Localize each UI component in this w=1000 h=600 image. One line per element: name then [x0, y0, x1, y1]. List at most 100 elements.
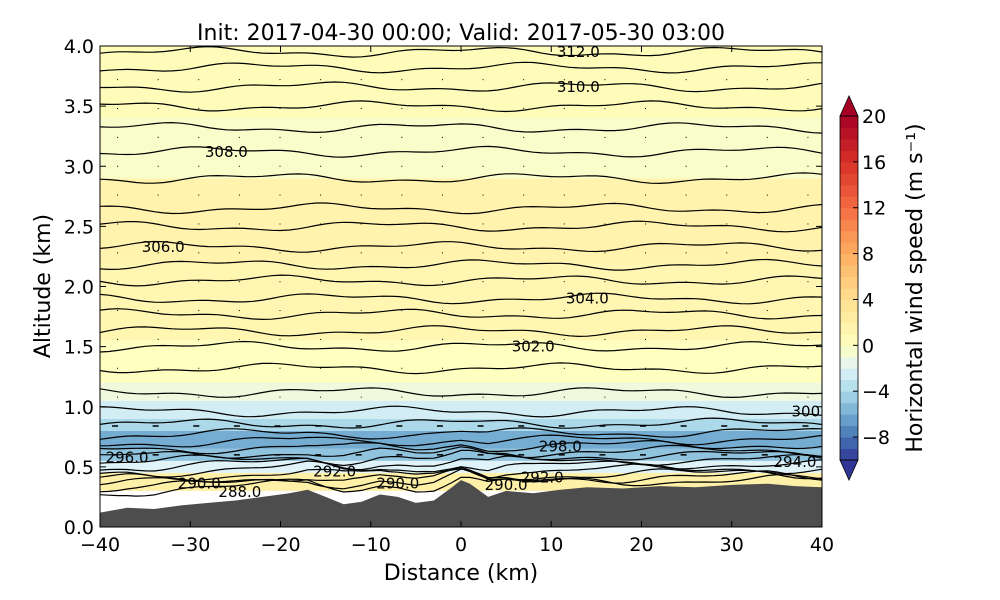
theta-contour-29	[100, 61, 822, 74]
colorbar-segment	[840, 425, 858, 438]
colorbar-segment	[840, 265, 858, 278]
colorbar: 20 16 12 8 4 0 −4 −8	[839, 95, 890, 481]
colorbar-segment	[840, 288, 858, 300]
colorbar-segment	[840, 196, 858, 209]
contour-label-8: 298.0	[539, 437, 582, 455]
theta-contour-23	[100, 202, 822, 215]
colorbar-segment	[840, 356, 858, 369]
contour-label-extra-3: 292.0	[521, 469, 564, 487]
theta-contour-16	[100, 325, 822, 338]
y-tick-label: 1.5	[64, 337, 94, 359]
y-tick-label: 4.0	[64, 36, 94, 58]
colorbar-segment	[840, 116, 858, 128]
contour-label-extra-0: 288.0	[218, 483, 261, 501]
theta-contour-17	[100, 308, 822, 321]
colorbar-tick-label: 4	[862, 289, 874, 311]
colorbar-segment	[840, 299, 858, 312]
y-tick-label: 2.0	[64, 277, 94, 299]
contour-label-extra-1: 290.0	[376, 475, 419, 493]
wind-band-9	[100, 178, 822, 263]
x-tick-label: −20	[260, 534, 300, 556]
x-tick-label: 0	[455, 534, 467, 556]
y-tick-label: 3.5	[64, 96, 94, 118]
y-tick-label: 1.0	[64, 397, 94, 419]
terrain-profile	[100, 480, 822, 527]
colorbar-segment	[840, 207, 858, 220]
contour-label-12: 300.0	[791, 403, 834, 421]
x-tick-label: 40	[810, 534, 834, 556]
theta-contour-22	[100, 220, 822, 233]
colorbar-tick-label: −8	[862, 427, 890, 449]
theta-contours	[100, 46, 822, 497]
theta-contour-0	[100, 473, 822, 497]
theta-contour-18	[100, 292, 822, 305]
colorbar-segment	[840, 345, 858, 358]
colorbar-segment	[840, 184, 858, 197]
y-tick-label: 0.5	[64, 457, 94, 479]
terrain	[100, 480, 822, 527]
colorbar-tick-label: 8	[862, 244, 874, 266]
theta-contour-26	[100, 121, 822, 134]
colorbar-segment	[840, 127, 858, 140]
contour-labels: 290.0292.0294.0296.0298.0300.0302.0304.0…	[106, 46, 834, 501]
theta-contour-28	[100, 81, 822, 93]
plot-area: 290.0292.0294.0296.0298.0300.0302.0304.0…	[100, 46, 834, 527]
contour-label-0: 290.0	[178, 475, 221, 493]
colorbar-segment	[840, 230, 858, 243]
theta-contour-24	[100, 172, 822, 185]
colorbar-extend-bottom	[839, 459, 859, 481]
x-tick-label: −30	[170, 534, 210, 556]
colorbar-segment	[840, 173, 858, 186]
colorbar-segment	[840, 150, 858, 163]
theta-contour-2	[100, 466, 822, 486]
contour-label-5: 294.0	[773, 453, 816, 471]
theta-contour-11	[100, 417, 822, 429]
theta-contour-15	[100, 340, 822, 353]
colorbar-segment	[840, 310, 858, 323]
theta-contour-8	[100, 439, 822, 455]
theta-contour-4	[100, 459, 822, 478]
y-axis-label: Altitude (km)	[31, 214, 56, 358]
wind-band-7	[100, 340, 822, 383]
theta-contour-5	[100, 454, 822, 472]
colorbar-segment	[840, 219, 858, 232]
x-tick-label: −40	[80, 534, 120, 556]
y-tick-label: 2.5	[64, 216, 94, 238]
colorbar-segment	[840, 322, 858, 335]
colorbar-tick-label: −4	[862, 381, 890, 403]
theta-contour-3	[100, 463, 822, 481]
x-tick-label: 20	[629, 534, 653, 556]
colorbar-segment	[840, 138, 858, 151]
y-tick-label: 0.0	[64, 517, 94, 539]
colorbar-segment	[840, 253, 858, 266]
theta-contour-13	[100, 387, 822, 399]
colorbar-tick-label: 12	[862, 198, 886, 220]
theta-contour-9	[100, 434, 822, 448]
colorbar-tick-label: 20	[862, 106, 886, 128]
chart-title: Init: 2017-04-30 00:00; Valid: 2017-05-3…	[197, 21, 725, 46]
colorbar-segment	[840, 161, 858, 174]
contour-label-18: 304.0	[566, 290, 609, 308]
colorbar-segment	[840, 379, 858, 392]
contour-label-extra-2: 290.0	[485, 476, 528, 494]
theta-contour-14	[100, 362, 822, 375]
theta-contour-27	[100, 100, 822, 113]
x-tick-label: 30	[720, 534, 744, 556]
colorbar-segment	[840, 333, 858, 346]
theta-contour-12	[100, 405, 822, 418]
wind-band-6	[100, 382, 822, 401]
colorbar-segment	[840, 448, 858, 461]
wind-band-11	[100, 46, 822, 119]
contour-label-3: 292.0	[313, 463, 356, 481]
y-axis-ticks: 0.0 0.5 1.0 1.5 2.0 2.5 3.0 3.5 4.0	[64, 36, 822, 539]
theta-contour-20	[100, 258, 822, 271]
colorbar-segment	[840, 437, 858, 450]
theta-contour-10	[100, 427, 822, 440]
wind-band-10	[100, 118, 822, 179]
x-tick-label: −10	[351, 534, 391, 556]
colorbar-extend-top	[839, 95, 859, 117]
x-tick-label: 10	[539, 534, 563, 556]
contour-label-15: 302.0	[512, 338, 555, 356]
wind-speed-field	[100, 46, 822, 491]
